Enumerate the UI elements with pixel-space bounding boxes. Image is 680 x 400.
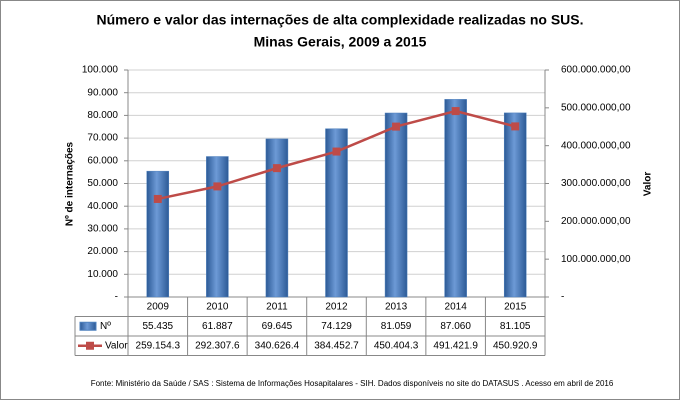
table-value: 61.887 (202, 321, 233, 332)
table-value: 340.626.4 (255, 340, 300, 351)
x-tick-label: 2010 (206, 301, 229, 312)
y-tick-label: 30.000 (87, 224, 118, 235)
bar (325, 128, 348, 298)
bar (384, 112, 408, 298)
x-tick-label: 2014 (445, 301, 468, 312)
bar (206, 156, 229, 298)
line-marker (451, 107, 460, 116)
y2-tick-label: 300.000.000,00 (561, 178, 631, 189)
y-tick-label: 20.000 (87, 246, 118, 257)
x-tick-label: 2012 (325, 301, 348, 312)
line-marker (213, 182, 222, 191)
y2-axis-title: Valor (643, 172, 654, 197)
bar (503, 112, 527, 298)
y-tick-label: 10.000 (87, 269, 118, 280)
table-value: 69.645 (262, 321, 293, 332)
legend-label: Nº (100, 321, 111, 332)
line-marker (153, 194, 162, 203)
line-marker (332, 147, 341, 156)
y2-tick-label: 400.000.000,00 (561, 140, 631, 151)
y-tick-label: 40.000 (87, 201, 118, 212)
y-tick-label: 70.000 (87, 133, 118, 144)
y-axis-title: Nº de internações (65, 141, 76, 226)
x-tick-label: 2013 (385, 301, 408, 312)
table-value: 81.105 (500, 321, 531, 332)
table-value: 87.060 (440, 321, 471, 332)
y2-tick-label: 100.000.000,00 (561, 254, 631, 265)
source-note: Fonte: Ministério da Saúde / SAS : Siste… (91, 379, 614, 388)
legend-label: Valor (105, 340, 128, 351)
line-marker (392, 122, 401, 131)
bar (265, 138, 289, 298)
y-tick-label: 90.000 (87, 87, 118, 98)
table-value: 450.920.9 (493, 340, 538, 351)
table-value: 74.129 (321, 321, 352, 332)
x-tick-label: 2015 (504, 301, 527, 312)
table-value: 259.154.3 (136, 340, 181, 351)
x-tick-label: 2009 (147, 301, 170, 312)
bar (146, 170, 170, 298)
y2-tick-label: 500.000.000,00 (561, 102, 631, 113)
line-marker (511, 122, 520, 131)
table-value: 81.059 (381, 321, 412, 332)
y2-tick-label: - (561, 292, 564, 303)
y-tick-label: 80.000 (87, 110, 118, 121)
table-value: 55.435 (142, 321, 173, 332)
line-marker (272, 164, 281, 173)
x-tick-label: 2011 (266, 301, 288, 312)
y-tick-label: 60.000 (87, 155, 118, 166)
y-tick-label: - (115, 292, 118, 303)
table-value: 384.452.7 (314, 340, 359, 351)
table-value: 491.421.9 (433, 340, 478, 351)
y-tick-label: 50.000 (87, 178, 118, 189)
table-value: 292.307.6 (195, 340, 240, 351)
chart-title: Número e valor das internações de alta c… (96, 12, 583, 28)
legend-marker (86, 341, 94, 350)
table-value: 450.404.3 (374, 340, 419, 351)
chart-subtitle: Minas Gerais, 2009 a 2015 (254, 34, 427, 50)
y2-tick-label: 600.000.000,00 (561, 65, 631, 76)
legend-swatch (79, 321, 97, 331)
y-tick-label: 100.000 (82, 65, 119, 76)
bar (444, 99, 467, 298)
y2-tick-label: 200.000.000,00 (561, 216, 631, 227)
